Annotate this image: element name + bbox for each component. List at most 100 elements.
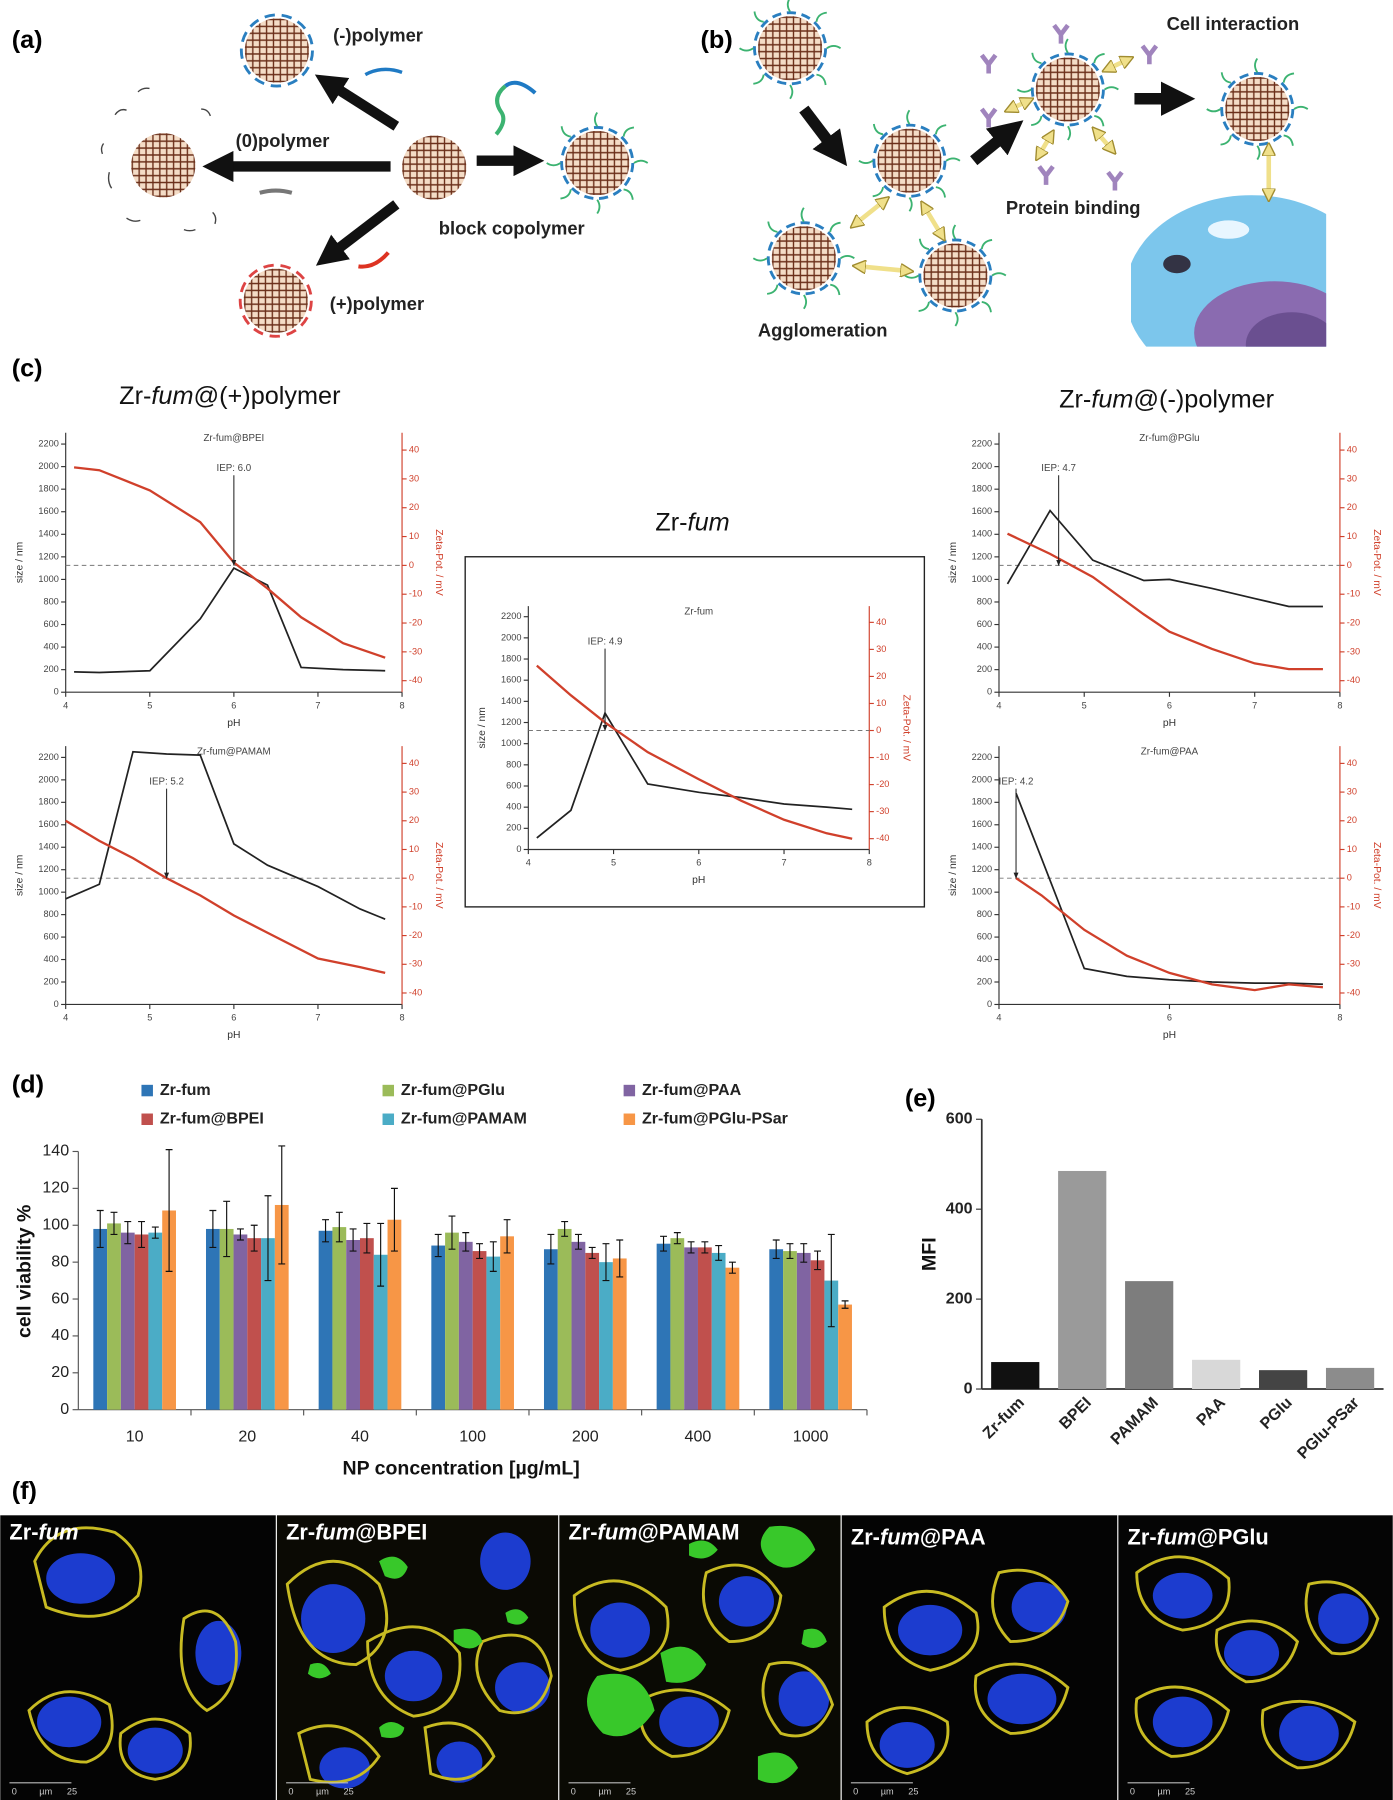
y2-tick-label: 20 bbox=[1347, 502, 1357, 512]
y-tick-label: 20 bbox=[51, 1363, 69, 1381]
x-tick-label: 4 bbox=[63, 1013, 68, 1023]
error-bar bbox=[547, 1233, 555, 1265]
y-tick-label: 1600 bbox=[972, 506, 992, 516]
error-bar bbox=[377, 1222, 385, 1287]
x-tick-label: 6 bbox=[1167, 1013, 1172, 1023]
error-bar bbox=[588, 1246, 596, 1260]
x-tick-label: 8 bbox=[399, 1013, 404, 1023]
bar bbox=[1259, 1370, 1308, 1390]
x-tick-label: Zr-fum bbox=[979, 1394, 1028, 1443]
scale-label: µm bbox=[39, 1786, 52, 1796]
y-tick-label: 200 bbox=[977, 664, 992, 674]
scale-label: 25 bbox=[626, 1786, 636, 1796]
y2-tick-label: 20 bbox=[409, 815, 419, 825]
y2-tick-label: -20 bbox=[409, 930, 422, 940]
scale-label: µm bbox=[881, 1786, 894, 1796]
label-part: @BPEI bbox=[355, 1519, 427, 1544]
diagram-label: Protein binding bbox=[1006, 197, 1141, 218]
y-tick-label: 2200 bbox=[38, 438, 58, 448]
x-axis-label: pH bbox=[227, 1030, 240, 1041]
bar bbox=[219, 1228, 234, 1410]
error-bar bbox=[476, 1243, 483, 1260]
diagram-label: (0)polymer bbox=[236, 130, 330, 151]
x-tick-label: 4 bbox=[526, 858, 531, 868]
y2-tick-label: -30 bbox=[1347, 646, 1360, 656]
error-bar bbox=[96, 1209, 104, 1248]
x-tick-label: PGlu bbox=[1257, 1394, 1296, 1433]
nucleus bbox=[879, 1721, 935, 1768]
x-axis-label: pH bbox=[227, 718, 240, 729]
y2-tick-label: -40 bbox=[409, 675, 422, 685]
nucleus bbox=[127, 1727, 183, 1774]
x-tick-label: 8 bbox=[1337, 700, 1342, 710]
error-bar bbox=[278, 1145, 286, 1265]
nucleus bbox=[46, 1553, 116, 1604]
label-part: fum bbox=[1157, 1524, 1197, 1549]
y-tick-label: 60 bbox=[51, 1289, 69, 1307]
nucleus bbox=[659, 1696, 719, 1748]
heading-part: Zr- bbox=[119, 382, 151, 410]
annotation: IEP: 5.2 bbox=[149, 776, 184, 787]
bar bbox=[796, 1252, 811, 1410]
legend-swatch bbox=[141, 1113, 153, 1125]
error-bar bbox=[660, 1235, 667, 1252]
legend-label: Zr-fum@PGlu bbox=[401, 1081, 505, 1099]
bar bbox=[431, 1245, 446, 1410]
y-axis-label: MFI bbox=[918, 1237, 940, 1271]
error-bar bbox=[151, 1226, 159, 1239]
error-bar bbox=[827, 1233, 835, 1328]
bar bbox=[810, 1260, 825, 1410]
y2-tick-label: -30 bbox=[876, 806, 889, 816]
error-bar bbox=[814, 1250, 821, 1271]
y-axis-label: cell viability % bbox=[14, 1205, 36, 1338]
y2-tick-label: 0 bbox=[409, 560, 414, 570]
annotation: IEP: 4.2 bbox=[999, 776, 1034, 787]
x-tick-label: 5 bbox=[611, 858, 616, 868]
micrographs: Zr-fum Zr-fum@BPEI Zr-fum@PAMAM Zr-fum@P… bbox=[0, 1515, 1393, 1800]
bar bbox=[148, 1232, 163, 1410]
x-axis-label: pH bbox=[692, 875, 705, 886]
y-tick-label: 100 bbox=[42, 1216, 69, 1234]
series-line bbox=[536, 664, 853, 840]
heading-part: Zr- bbox=[1059, 385, 1091, 413]
proteins bbox=[979, 23, 1159, 191]
y2-tick-label: -40 bbox=[1347, 675, 1360, 685]
error-bar bbox=[616, 1239, 624, 1278]
bar bbox=[359, 1238, 374, 1410]
y-tick-label: 1800 bbox=[38, 484, 58, 494]
scale-bars: 0 µm 25 0 µm 25 0 µm 25 0 µm 25 0 µm 25 bbox=[9, 1782, 1195, 1796]
y-tick-label: 600 bbox=[43, 619, 58, 629]
y-tick-label: 0 bbox=[987, 999, 992, 1009]
cell-organelle bbox=[1207, 220, 1250, 239]
image-label: Zr-fum@BPEI bbox=[286, 1519, 427, 1544]
bar bbox=[472, 1251, 487, 1410]
error-bar bbox=[701, 1241, 709, 1254]
nucleus bbox=[36, 1696, 102, 1748]
error-bar bbox=[250, 1224, 258, 1252]
y-tick-label: 400 bbox=[43, 642, 58, 652]
y-tick-label: 2200 bbox=[501, 611, 521, 621]
bar bbox=[1125, 1281, 1174, 1390]
nucleus bbox=[495, 1662, 551, 1713]
cell-nucleus bbox=[1245, 312, 1327, 347]
x-tick-label: 6 bbox=[231, 700, 236, 710]
error-bar bbox=[602, 1243, 610, 1282]
label-part: @PGlu bbox=[1197, 1524, 1269, 1549]
diagram-label: (-)polymer bbox=[333, 25, 423, 46]
particle-signal bbox=[586, 1525, 827, 1784]
y-tick-label: 1800 bbox=[972, 484, 992, 494]
series-line bbox=[74, 567, 386, 674]
nucleus bbox=[1318, 1593, 1369, 1644]
y-tick-label: 1600 bbox=[38, 506, 58, 516]
y2-tick-label: -20 bbox=[1347, 617, 1360, 627]
y2-tick-label: 40 bbox=[1347, 758, 1357, 768]
arrow bbox=[314, 74, 400, 131]
y2-tick-label: 30 bbox=[876, 644, 886, 654]
y-tick-label: 2000 bbox=[972, 774, 992, 784]
x-tick-label: 5 bbox=[147, 1013, 152, 1023]
error-bar bbox=[673, 1232, 681, 1245]
double-arrow bbox=[1010, 101, 1027, 109]
y-tick-label: 600 bbox=[946, 1110, 973, 1128]
nanoparticle bbox=[402, 135, 467, 200]
